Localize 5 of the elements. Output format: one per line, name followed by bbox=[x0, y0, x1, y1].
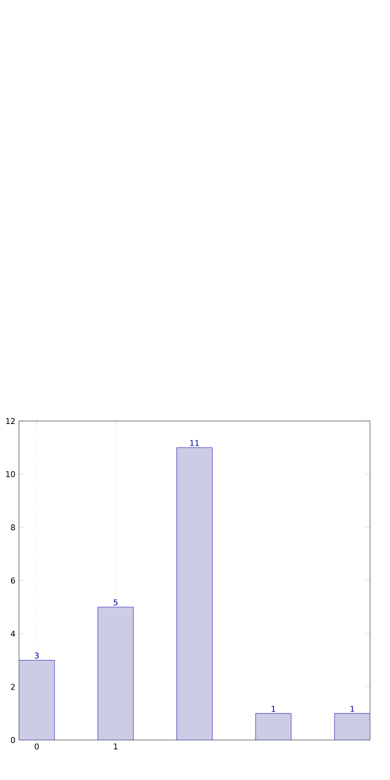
bar bbox=[334, 713, 370, 740]
bar bbox=[176, 447, 212, 740]
bar bbox=[19, 660, 55, 740]
bar bbox=[255, 713, 292, 740]
bar bbox=[98, 606, 134, 740]
